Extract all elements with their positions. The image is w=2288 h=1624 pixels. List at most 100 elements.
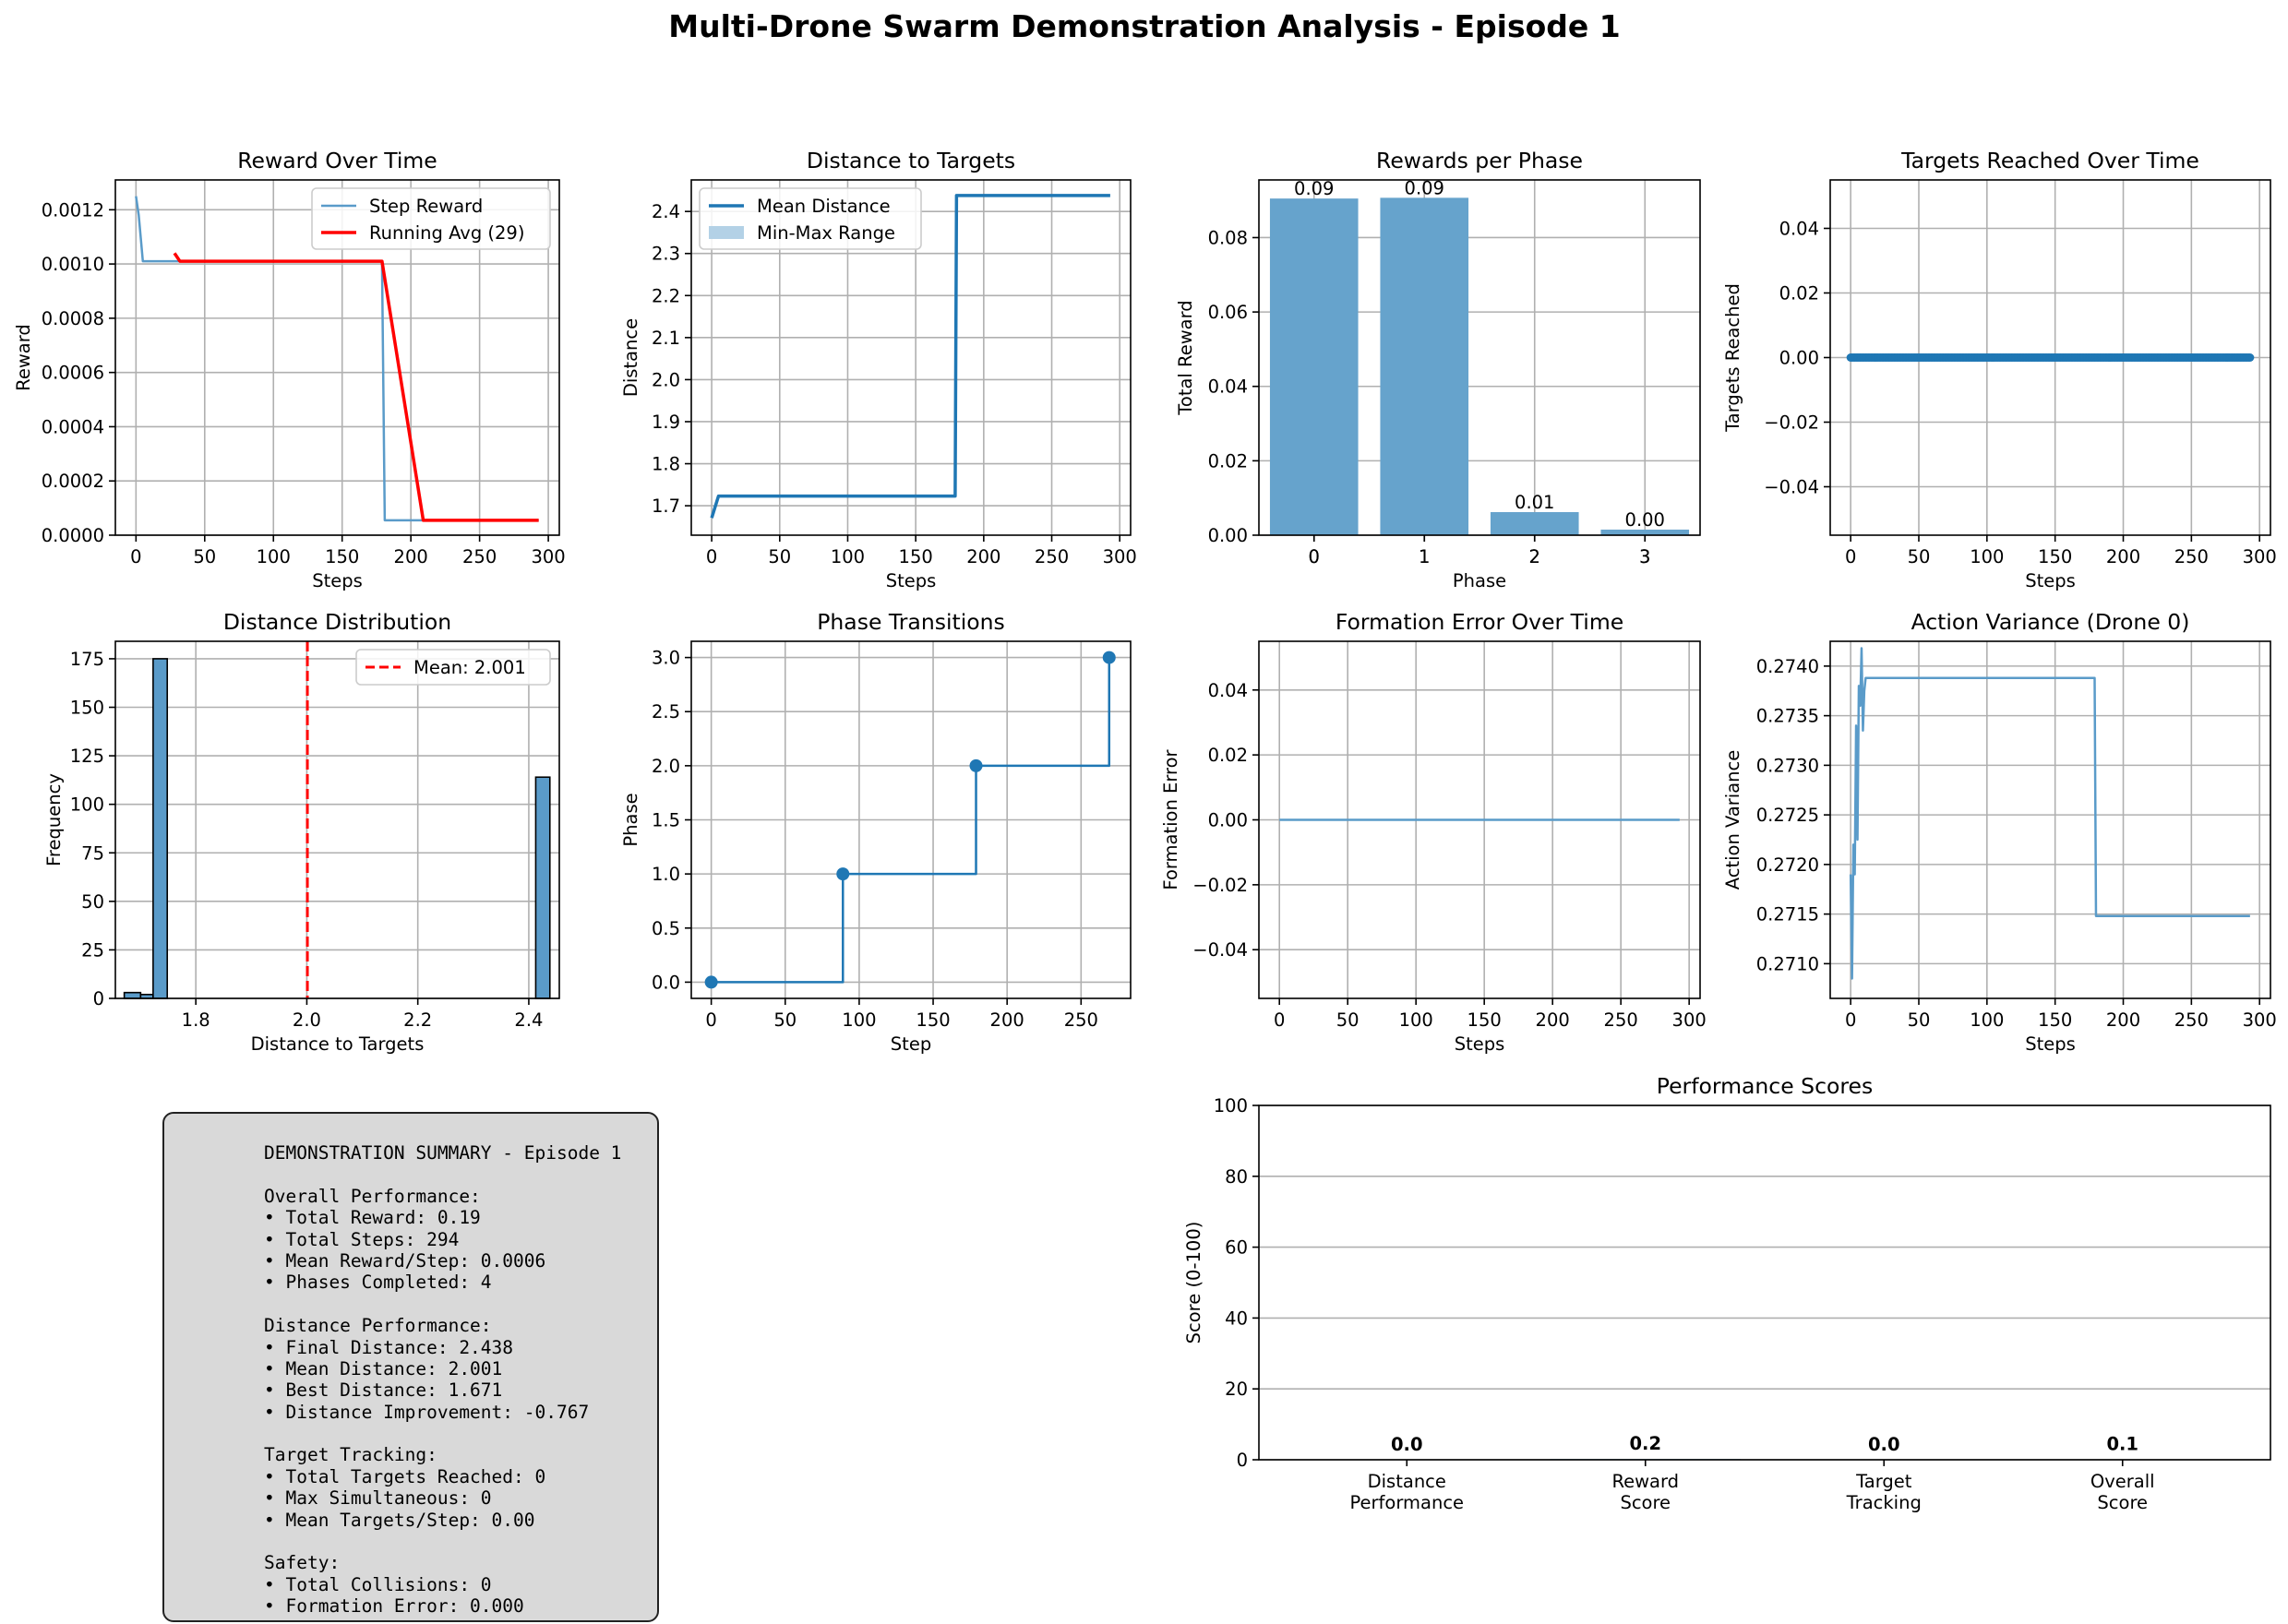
x-tick-label: 1.8 <box>182 1009 210 1031</box>
plot-frame <box>690 179 1132 536</box>
summary-line: • Total Reward: 0.19 <box>264 1207 481 1229</box>
y-axis-label: Action Variance <box>1722 750 1743 890</box>
x-tick-label: 150 <box>325 546 359 567</box>
x-tick-label: 200 <box>2106 1009 2140 1031</box>
series-line <box>1849 647 2250 980</box>
summary-line <box>264 1294 621 1315</box>
y-tick-label: 75 <box>81 842 104 864</box>
chart-dist_hist: 1.8 2.0 2.2 2.4 0 25 50 75 100 125 150 175 Distance … <box>43 609 560 1055</box>
histogram-bin <box>152 658 169 999</box>
y-tick-label: −0.02 <box>1764 412 1819 434</box>
summary-line: • Formation Error: 0.000 <box>264 1595 524 1618</box>
x-tick-label: 50 <box>1908 546 1931 567</box>
legend-box <box>699 187 922 250</box>
legend-box <box>355 649 551 686</box>
y-tick-label: 2.5 <box>652 701 680 722</box>
x-tick-label: Score <box>2097 1492 2148 1513</box>
chart-phase_rewards: 0.09 0.090.010.000 1 2 30 1 2 30.000.020.040.06… <box>1175 148 1701 591</box>
y-tick-label: 0.0012 <box>42 199 104 221</box>
x-tick-label: 150 <box>916 1009 950 1031</box>
x-tick-label: 1 <box>1419 546 1430 567</box>
y-tick-label: 0.00 <box>1208 810 1248 831</box>
chart-distance: 0 50 100 150 200 250 300 1.7 1.8 1.9 2.0 2.1 2.2 2.3 2… <box>620 148 1137 591</box>
y-tick-label: 80 <box>1225 1166 1248 1188</box>
x-axis-label: Step <box>891 1033 931 1055</box>
y-tick-label: 2.4 <box>652 201 680 222</box>
chart-title: Rewards per Phase <box>1376 148 1583 173</box>
x-tick-label: Reward <box>1611 1471 1679 1492</box>
y-tick-label: 150 <box>70 698 104 719</box>
x-tick-label: 100 <box>1970 546 2004 567</box>
plot-frame <box>1829 640 2271 999</box>
bar-data-label: 0.1 <box>2106 1434 2138 1455</box>
x-tick-label: 250 <box>1604 1009 1638 1031</box>
bar-data-label: 0.09 <box>1294 178 1334 199</box>
legend: Mean: 2.001 <box>355 649 551 686</box>
y-tick-label: 25 <box>81 939 104 961</box>
x-tick-label: 200 <box>2106 546 2140 567</box>
x-tick-label: 300 <box>1103 546 1137 567</box>
y-tick-label: 1.9 <box>652 412 680 433</box>
legend-label: Min-Max Range <box>757 222 895 244</box>
x-tick-label: 1 <box>1419 546 1430 567</box>
x-tick-label: 150 <box>1467 1009 1502 1031</box>
y-tick-label: 3.0 <box>652 648 680 669</box>
summary-line: Distance Performance: <box>264 1315 492 1337</box>
bar-data-label: 0.0 <box>1391 1434 1423 1455</box>
x-tick-label: Distance <box>1368 1471 1446 1492</box>
x-tick-label: 100 <box>1399 1009 1433 1031</box>
x-tick-label: 50 <box>193 546 216 567</box>
x-axis-label: Steps <box>2025 1033 2076 1055</box>
x-axis-label: Steps <box>312 570 363 591</box>
y-tick-label: 0.0000 <box>42 525 104 546</box>
x-tick-label: 50 <box>1908 1009 1931 1031</box>
x-tick-label: 0 <box>705 1009 716 1031</box>
x-tick-label: 0 <box>1845 546 1856 567</box>
x-tick-label: 2 <box>1529 546 1540 567</box>
bar-data-label: 0.2 <box>1629 1433 1661 1454</box>
y-axis-label: Distance <box>620 318 641 397</box>
chart-title: Phase Transitions <box>817 609 1005 635</box>
y-tick-label: 0.08 <box>1208 227 1248 248</box>
bar-data-label: 0.01 <box>1515 492 1554 513</box>
y-tick-label: 60 <box>1225 1237 1248 1259</box>
x-axis-label: Steps <box>886 570 937 591</box>
chart-phase: 0 50 100 150 200 250 0.0 0.5 1.0 1.5 2.0 2.5 3.0 Phas… <box>620 609 1132 1055</box>
chart-formation: 0 50 100 150 200 250 300 −0.04 −0.02 0.00 0.02 0.04… <box>1160 609 1707 1055</box>
x-tick-label: 0 <box>130 546 141 567</box>
legend: Step Reward Running Avg (29) <box>311 187 551 250</box>
charts: 0 50 100 150 200 250 3000.00000.00020.00040.00… <box>13 148 2277 1513</box>
legend-label: Mean Distance <box>757 196 891 217</box>
x-tick-label: 50 <box>1336 1009 1360 1031</box>
x-tick-label: Score <box>1620 1492 1671 1513</box>
y-tick-label: 2.0 <box>652 756 680 777</box>
y-tick-label: 0.2710 <box>1756 953 1819 974</box>
series-marker <box>704 975 718 989</box>
summary-line: DEMONSTRATION SUMMARY - Episode 1 <box>264 1142 622 1164</box>
chart-scores: 0.0 0.2 0.0 0.1DistancePerformanceRewardSco… <box>1183 1073 2271 1513</box>
y-tick-label: 2.3 <box>652 244 680 265</box>
x-tick-label: 250 <box>1064 1009 1098 1031</box>
bar-data-label: 0.0 <box>1868 1434 1900 1455</box>
summary-line: Safety: <box>264 1552 341 1574</box>
summary-line: • Best Distance: 1.671 <box>264 1379 503 1402</box>
chart-title: Distance to Targets <box>807 148 1015 173</box>
x-tick-label: 50 <box>773 1009 797 1031</box>
x-tick-label: 250 <box>462 546 497 567</box>
y-axis-label: Targets Reached <box>1722 283 1743 433</box>
bar <box>1490 512 1579 535</box>
x-tick-label: 100 <box>842 1009 876 1031</box>
legend-swatch <box>709 226 744 239</box>
y-tick-label: −0.04 <box>1192 939 1248 961</box>
legend: Mean Distance Min-Max Range <box>699 187 922 250</box>
legend-label: Mean: 2.001 <box>413 657 526 678</box>
legend-label: Step Reward <box>369 196 483 217</box>
y-tick-label: −0.02 <box>1192 875 1248 896</box>
summary-line: • Total Steps: 294 <box>264 1228 460 1250</box>
bar-data-label: 0.00 <box>1625 509 1665 531</box>
y-tick-label: 1.8 <box>652 454 680 475</box>
summary-line: • Total Collisions: 0 <box>264 1573 492 1595</box>
summary-line: • Total Targets Reached: 0 <box>264 1465 546 1487</box>
chart-title: Targets Reached Over Time <box>1900 148 2199 173</box>
summary-line: • Distance Improvement: -0.767 <box>264 1401 590 1423</box>
